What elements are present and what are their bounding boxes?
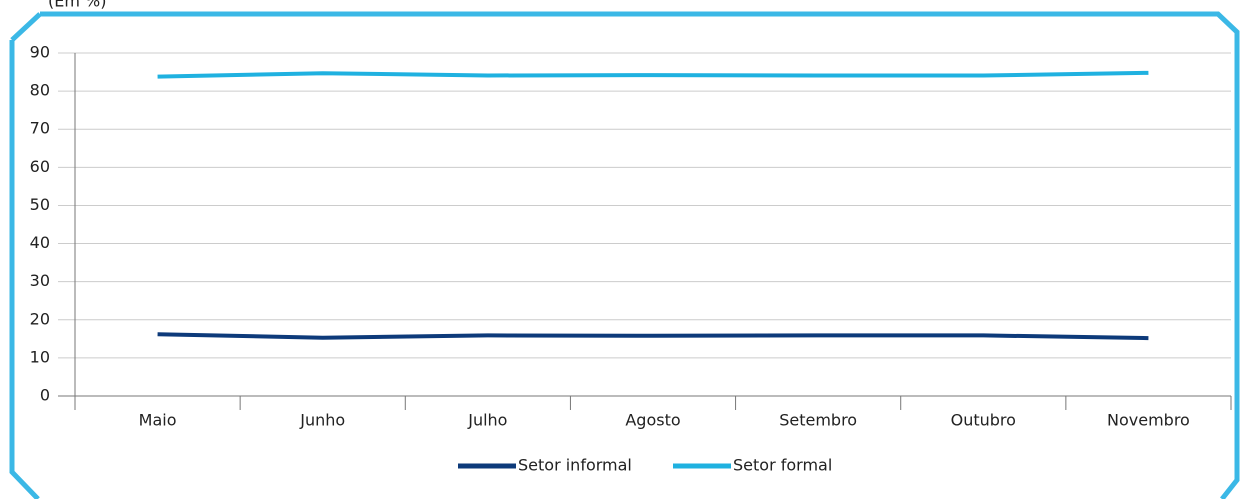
x-tick-label: Julho [467,411,507,430]
x-tick-label: Agosto [625,411,680,430]
series-line [157,332,1149,341]
x-tick-label: Novembro [1107,411,1190,430]
chart-subtitle: (Em %) [48,0,106,11]
frame [9,11,1240,499]
x-tick-label: Junho [299,411,345,430]
y-tick-label: 80 [30,81,50,100]
legend-label: Setor informal [518,456,632,475]
y-tick-label: 70 [30,119,50,138]
y-tick-label: 30 [30,271,50,290]
y-tick-label: 10 [30,347,50,366]
y-tick-label: 50 [30,195,50,214]
y-tick-label: 0 [40,386,50,405]
y-tick-label: 90 [30,43,50,62]
y-tick-label: 60 [30,157,50,176]
y-tick-label: 40 [30,233,50,252]
x-tick-label: Outubro [951,411,1016,430]
x-tick-label: Maio [139,411,177,430]
series-line [157,70,1149,79]
x-tick-label: Setembro [779,411,857,430]
y-tick-label: 20 [30,309,50,328]
legend-label: Setor formal [733,456,832,475]
